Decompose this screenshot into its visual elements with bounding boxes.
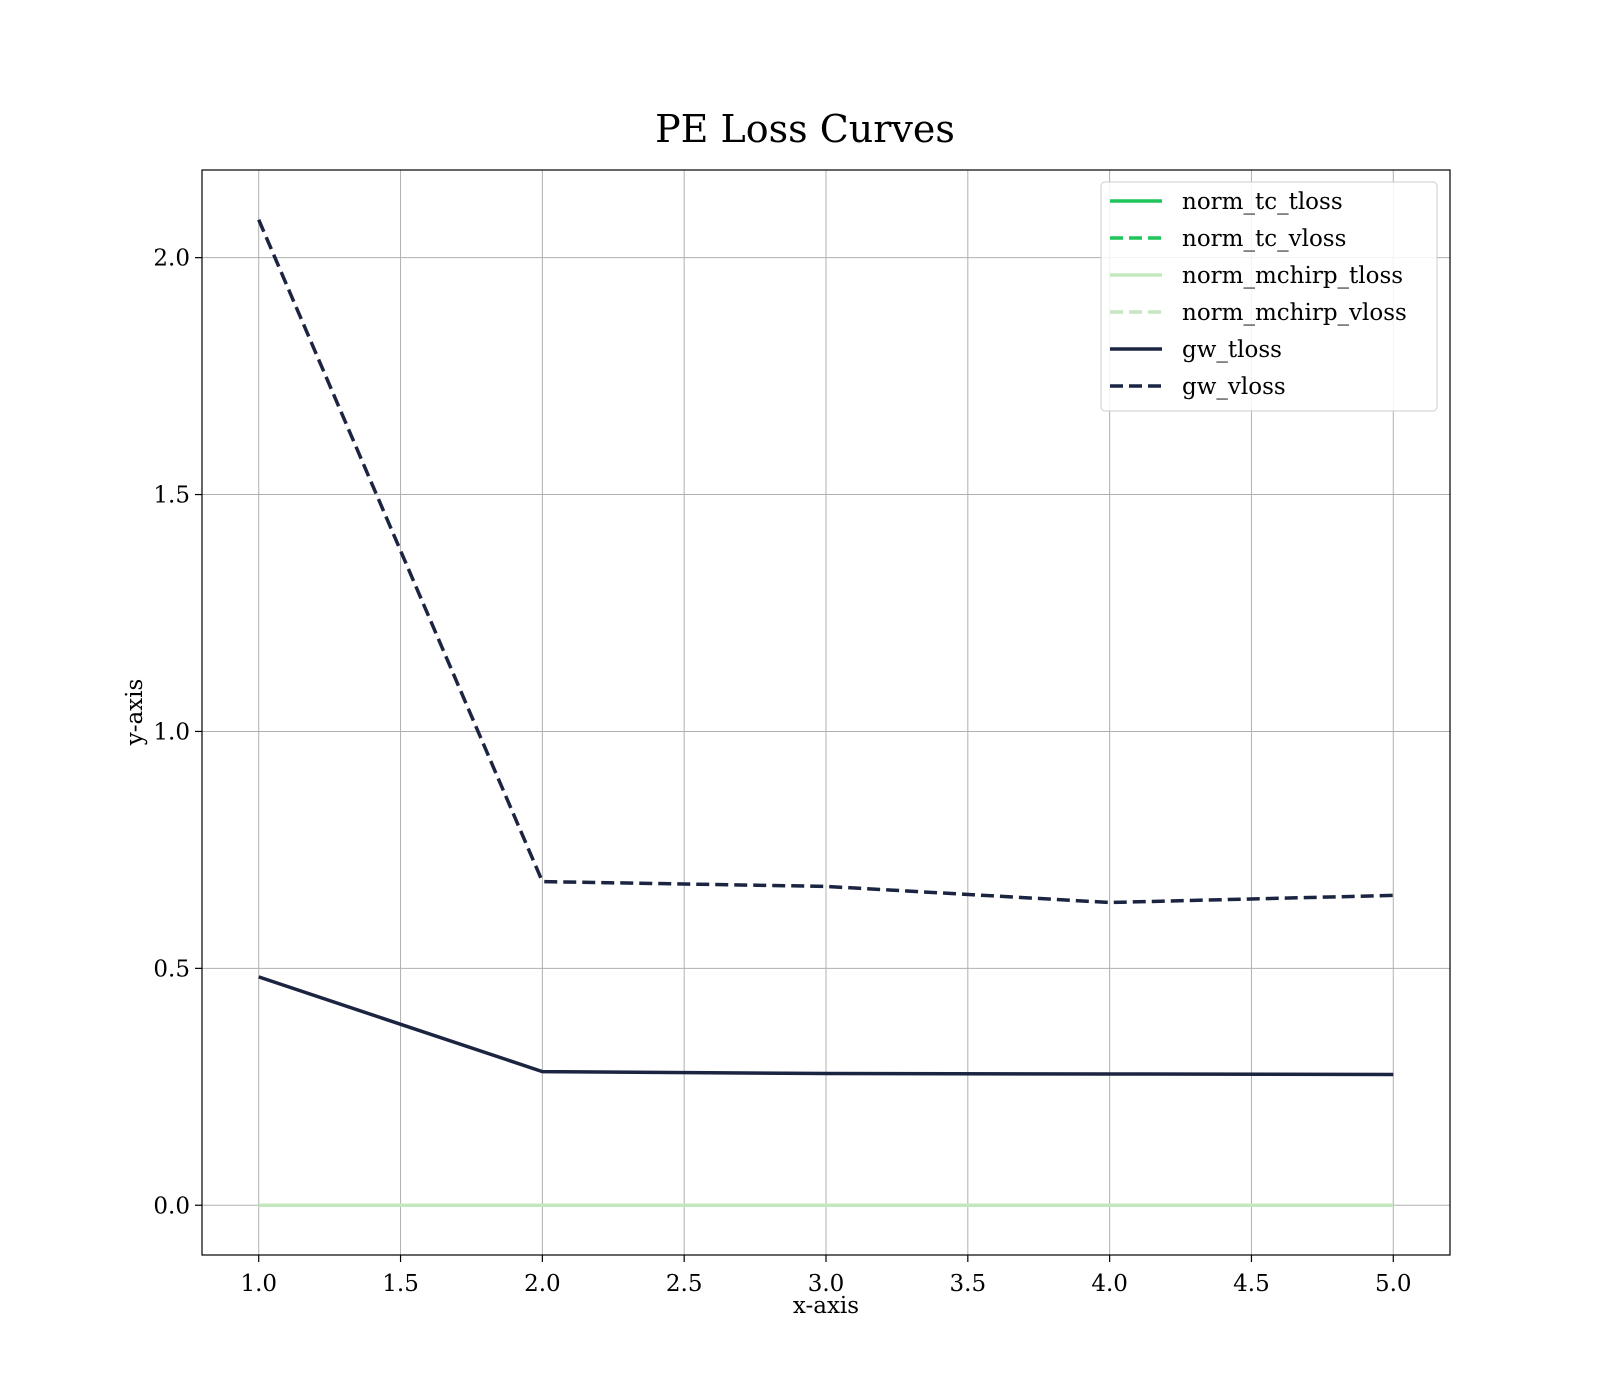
y-axis-label: y-axis (122, 679, 148, 747)
x-tick-label: 3.0 (808, 1271, 845, 1297)
legend-frame (1100, 181, 1438, 412)
x-tick-label: 4.5 (1233, 1271, 1270, 1297)
x-tick-label: 3.5 (950, 1271, 987, 1297)
series-line-gw_tloss (258, 975, 1394, 1077)
legend-label: norm_tc_vloss (1182, 226, 1346, 252)
series-line-gw_vloss (257, 219, 1394, 905)
legend-label: norm_mchirp_tloss (1182, 263, 1403, 289)
legend-items: norm_tc_tloss norm_tc_vloss norm_mchirp_tl… (1110, 189, 1407, 400)
y-tick-label: 1.0 (153, 719, 190, 745)
x-tick-label: 1.5 (382, 1271, 419, 1297)
x-tick-label: 5.0 (1375, 1271, 1412, 1297)
y-tick-label: 2.0 (153, 246, 190, 272)
series-layer (257, 219, 1394, 1208)
y-tick-label: 0.0 (153, 1193, 190, 1219)
y-tick-label: 1.5 (153, 483, 190, 509)
legend-label: norm_mchirp_vloss (1182, 300, 1407, 326)
legend-label: norm_tc_tloss (1182, 189, 1343, 215)
ticks: 1.0 1.5 2.0 2.5 3.0 3.5 4.0 4.5 5.0 0.0 0.5 1.0 1.5 2… (153, 246, 1411, 1297)
x-tick-label: 4.0 (1091, 1271, 1128, 1297)
legend-label: gw_vloss (1182, 374, 1286, 400)
y-tick-label: 0.5 (153, 956, 190, 982)
legend: norm_tc_tloss norm_tc_vloss norm_mchirp_tl… (1100, 181, 1438, 412)
x-tick-label: 1.0 (240, 1271, 277, 1297)
x-tick-label: 2.5 (666, 1271, 703, 1297)
x-tick-label: 2.0 (524, 1271, 561, 1297)
x-axis-label: x-axis (793, 1293, 859, 1319)
legend-label: gw_tloss (1182, 337, 1282, 363)
chart-title: PE Loss Curves (655, 107, 955, 151)
